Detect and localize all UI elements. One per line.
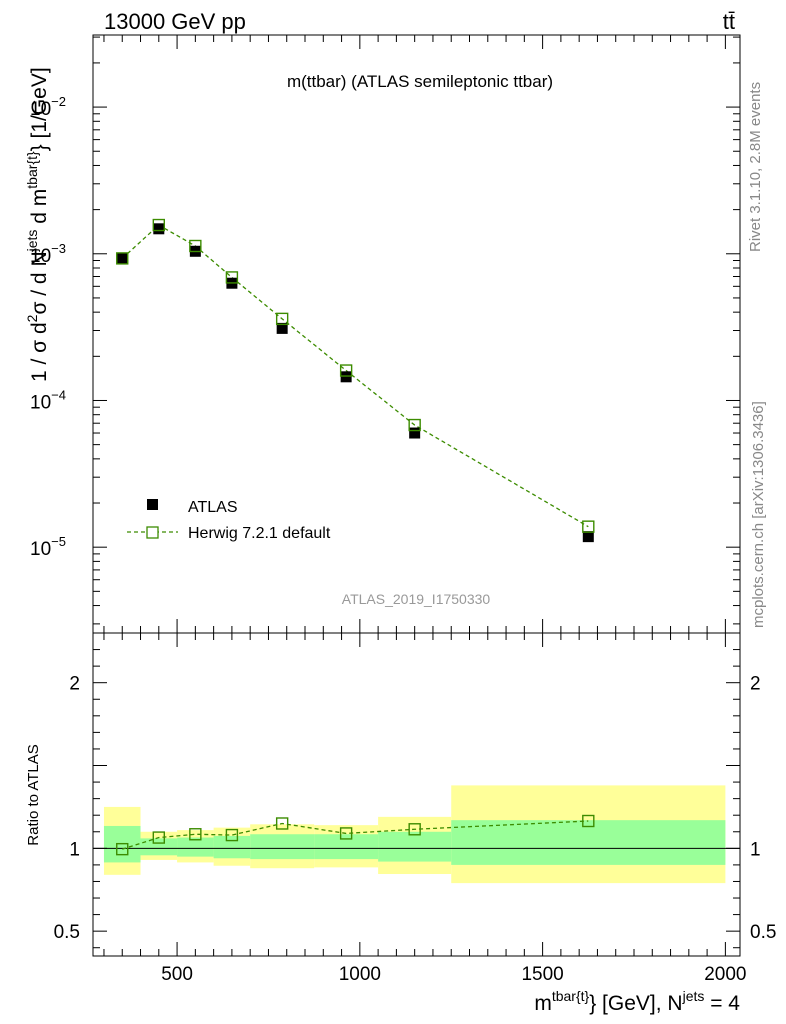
main-y-tick-label: 10−3 [30, 241, 66, 267]
x-tick-label: 1000 [339, 964, 381, 985]
ratio-inner-band [451, 820, 726, 865]
legend-herwig-label: Herwig 7.2.1 default [188, 525, 331, 542]
atlas-point [116, 252, 128, 264]
ratio-panel: 0.5 0.5 1 1 2 2 500 1000 1500 2000 Ratio to ATLA… [25, 632, 776, 1015]
main-y-tick-label: 10−4 [30, 387, 66, 413]
rivet-label: Rivet 3.1.10, 2.8M events [747, 82, 764, 252]
ratio-herwig-point [582, 814, 595, 828]
x-tick-label: 2000 [704, 964, 746, 985]
legend: ATLAS Herwig 7.2.1 default [127, 499, 331, 542]
herwig-point [275, 312, 289, 326]
mcplots-label: mcplots.cern.ch [arXiv:1306.3436] [750, 401, 767, 628]
ratio-herwig-point [189, 828, 202, 841]
herwig-point [225, 271, 239, 284]
ratio-inner-band [177, 837, 214, 857]
ratio-herwig-point [225, 828, 239, 842]
energy-label: 13000 GeV pp [104, 9, 246, 34]
ratio-frame [92, 632, 741, 957]
ratio-y-tick-label: 0.5 [54, 922, 80, 943]
main-y-tick-label: 10−5 [30, 534, 66, 560]
ratio-inner-band [378, 831, 452, 862]
ratio-herwig-point [339, 827, 353, 840]
main-y-tick-label: 10−2 [30, 94, 66, 120]
legend-herwig-marker [146, 526, 159, 539]
ratio-herwig-point [408, 823, 421, 836]
herwig-point [152, 218, 165, 232]
ratio-herwig-point [152, 831, 165, 844]
x-tick-label: 500 [161, 964, 193, 985]
herwig-point [189, 239, 202, 253]
main-frame [92, 34, 741, 634]
ratio-herwig-point [275, 817, 289, 830]
main-panel: m(ttbar) (ATLAS semileptonic ttbar) ATLA… [24, 34, 741, 634]
legend-atlas-marker [147, 499, 158, 510]
ratio-y-tick-label: 1 [69, 839, 80, 860]
x-tick-label: 1500 [521, 964, 563, 985]
ratio-inner-band [213, 835, 251, 859]
legend-atlas-label: ATLAS [188, 499, 238, 516]
process-label: tt̄ [723, 9, 735, 34]
ratio-y-tick-label-right: 1 [750, 839, 761, 860]
ratio-y-tick-label-right: 2 [750, 674, 761, 695]
chart-title: m(ttbar) (ATLAS semileptonic ttbar) [287, 72, 553, 91]
ratio-inner-band [314, 834, 379, 860]
herwig-line [121, 224, 589, 528]
ratio-inner-band [250, 834, 315, 860]
atlas-point [153, 223, 165, 235]
main-y-axis-label: 1 / σ d2σ / d Njets d mtbar{t}} [1/GeV] [24, 67, 51, 382]
atlas-point [276, 322, 288, 334]
atlas-point [340, 371, 352, 383]
atlas-point [409, 427, 421, 439]
analysis-id: ATLAS_2019_I1750330 [342, 591, 491, 607]
herwig-point [116, 252, 129, 265]
ratio-inner-band [140, 838, 178, 856]
x-axis-label: mtbar{t}} [GeV], Njets = 4 [534, 988, 740, 1015]
herwig-point [339, 364, 353, 377]
ratio-y-tick-label-right: 0.5 [750, 922, 776, 943]
ratio-herwig-point [116, 842, 129, 856]
atlas-point [582, 531, 594, 543]
herwig-point [408, 418, 421, 432]
ratio-y-tick-label: 2 [69, 674, 80, 695]
ratio-y-axis-label: Ratio to ATLAS [25, 744, 42, 845]
herwig-point [582, 520, 595, 533]
